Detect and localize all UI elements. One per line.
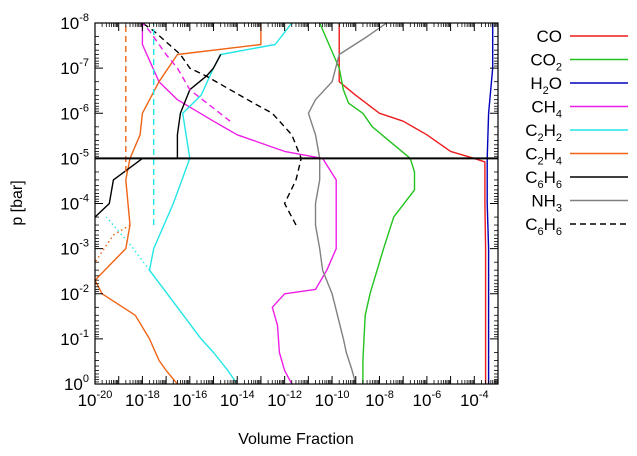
legend-item-co: CO	[537, 27, 628, 46]
series-line-c2h2_dotted	[105, 216, 151, 271]
y-tick-label: 10-1	[60, 328, 89, 349]
tick-labels: 10-20 10-18 10-16 10-14 10-12 10-10 10-8 10-6 10…	[60, 12, 488, 410]
y-tick-label: 10-2	[60, 283, 89, 304]
legend-item-h2o: H2O	[530, 74, 628, 97]
series-line-c2h4	[95, 23, 262, 384]
legend-item-co2: CO2	[530, 51, 628, 74]
series-line-dashed_magenta	[141, 23, 231, 122]
y-axis-title: p [bar]	[9, 180, 26, 225]
y-tick-label: 10-7	[60, 57, 89, 78]
legend-item-c2h2: C2H2	[525, 121, 628, 144]
legend-item-c2h4: C2H4	[525, 145, 628, 168]
x-axis-title: Volume Fraction	[238, 431, 354, 448]
series-line-c2h2	[148, 23, 293, 384]
x-tick-label: 10-8	[365, 389, 394, 410]
y-tick-label: 10-6	[60, 102, 89, 123]
x-tick-label: 10-4	[460, 389, 489, 410]
legend-label: CO2	[530, 51, 562, 74]
x-tick-label: 10-18	[125, 389, 160, 410]
legend-label: NH3	[531, 192, 562, 215]
series-layer	[95, 23, 494, 384]
ticks-layer	[94, 22, 499, 385]
x-tick-label: 10-6	[413, 389, 442, 410]
x-tick-label: 10-10	[315, 389, 350, 410]
series-line-co	[338, 23, 487, 384]
x-tick-label: 10-14	[220, 389, 255, 410]
legend-label: C6H6	[525, 215, 562, 238]
series-line-c6h6	[95, 54, 222, 218]
legend-label: CH4	[531, 98, 562, 121]
series-line-c2h4_dotted	[95, 224, 131, 263]
series-line-co2	[319, 23, 416, 384]
legend-item-c6h6: C6H6	[525, 168, 628, 191]
series-line-nh3	[307, 23, 388, 384]
x-tick-label: 10-12	[267, 389, 302, 410]
legend-label: C2H2	[525, 121, 562, 144]
series-line-c6h6_dashed	[141, 23, 302, 226]
y-tick-label: 10-8	[60, 12, 89, 33]
legend-item-c6h6_dashed: C6H6	[525, 215, 628, 238]
y-tick-label: 10-3	[60, 238, 89, 259]
legend-label: H2O	[530, 74, 562, 97]
y-tick-label: 10-4	[60, 193, 89, 214]
x-tick-label: 10-16	[172, 389, 207, 410]
legend-label: CO	[537, 27, 563, 46]
legend-label: C2H4	[525, 145, 562, 168]
legend-item-nh3: NH3	[531, 192, 628, 215]
plot-frame	[94, 22, 499, 385]
y-tick-label: 10-5	[60, 147, 89, 168]
x-tick-label: 10-20	[78, 389, 113, 410]
legend-label: C6H6	[525, 168, 562, 191]
legend-item-ch4: CH4	[531, 98, 628, 121]
y-tick-label: 100	[64, 373, 89, 394]
series-line-ch4	[141, 23, 337, 384]
